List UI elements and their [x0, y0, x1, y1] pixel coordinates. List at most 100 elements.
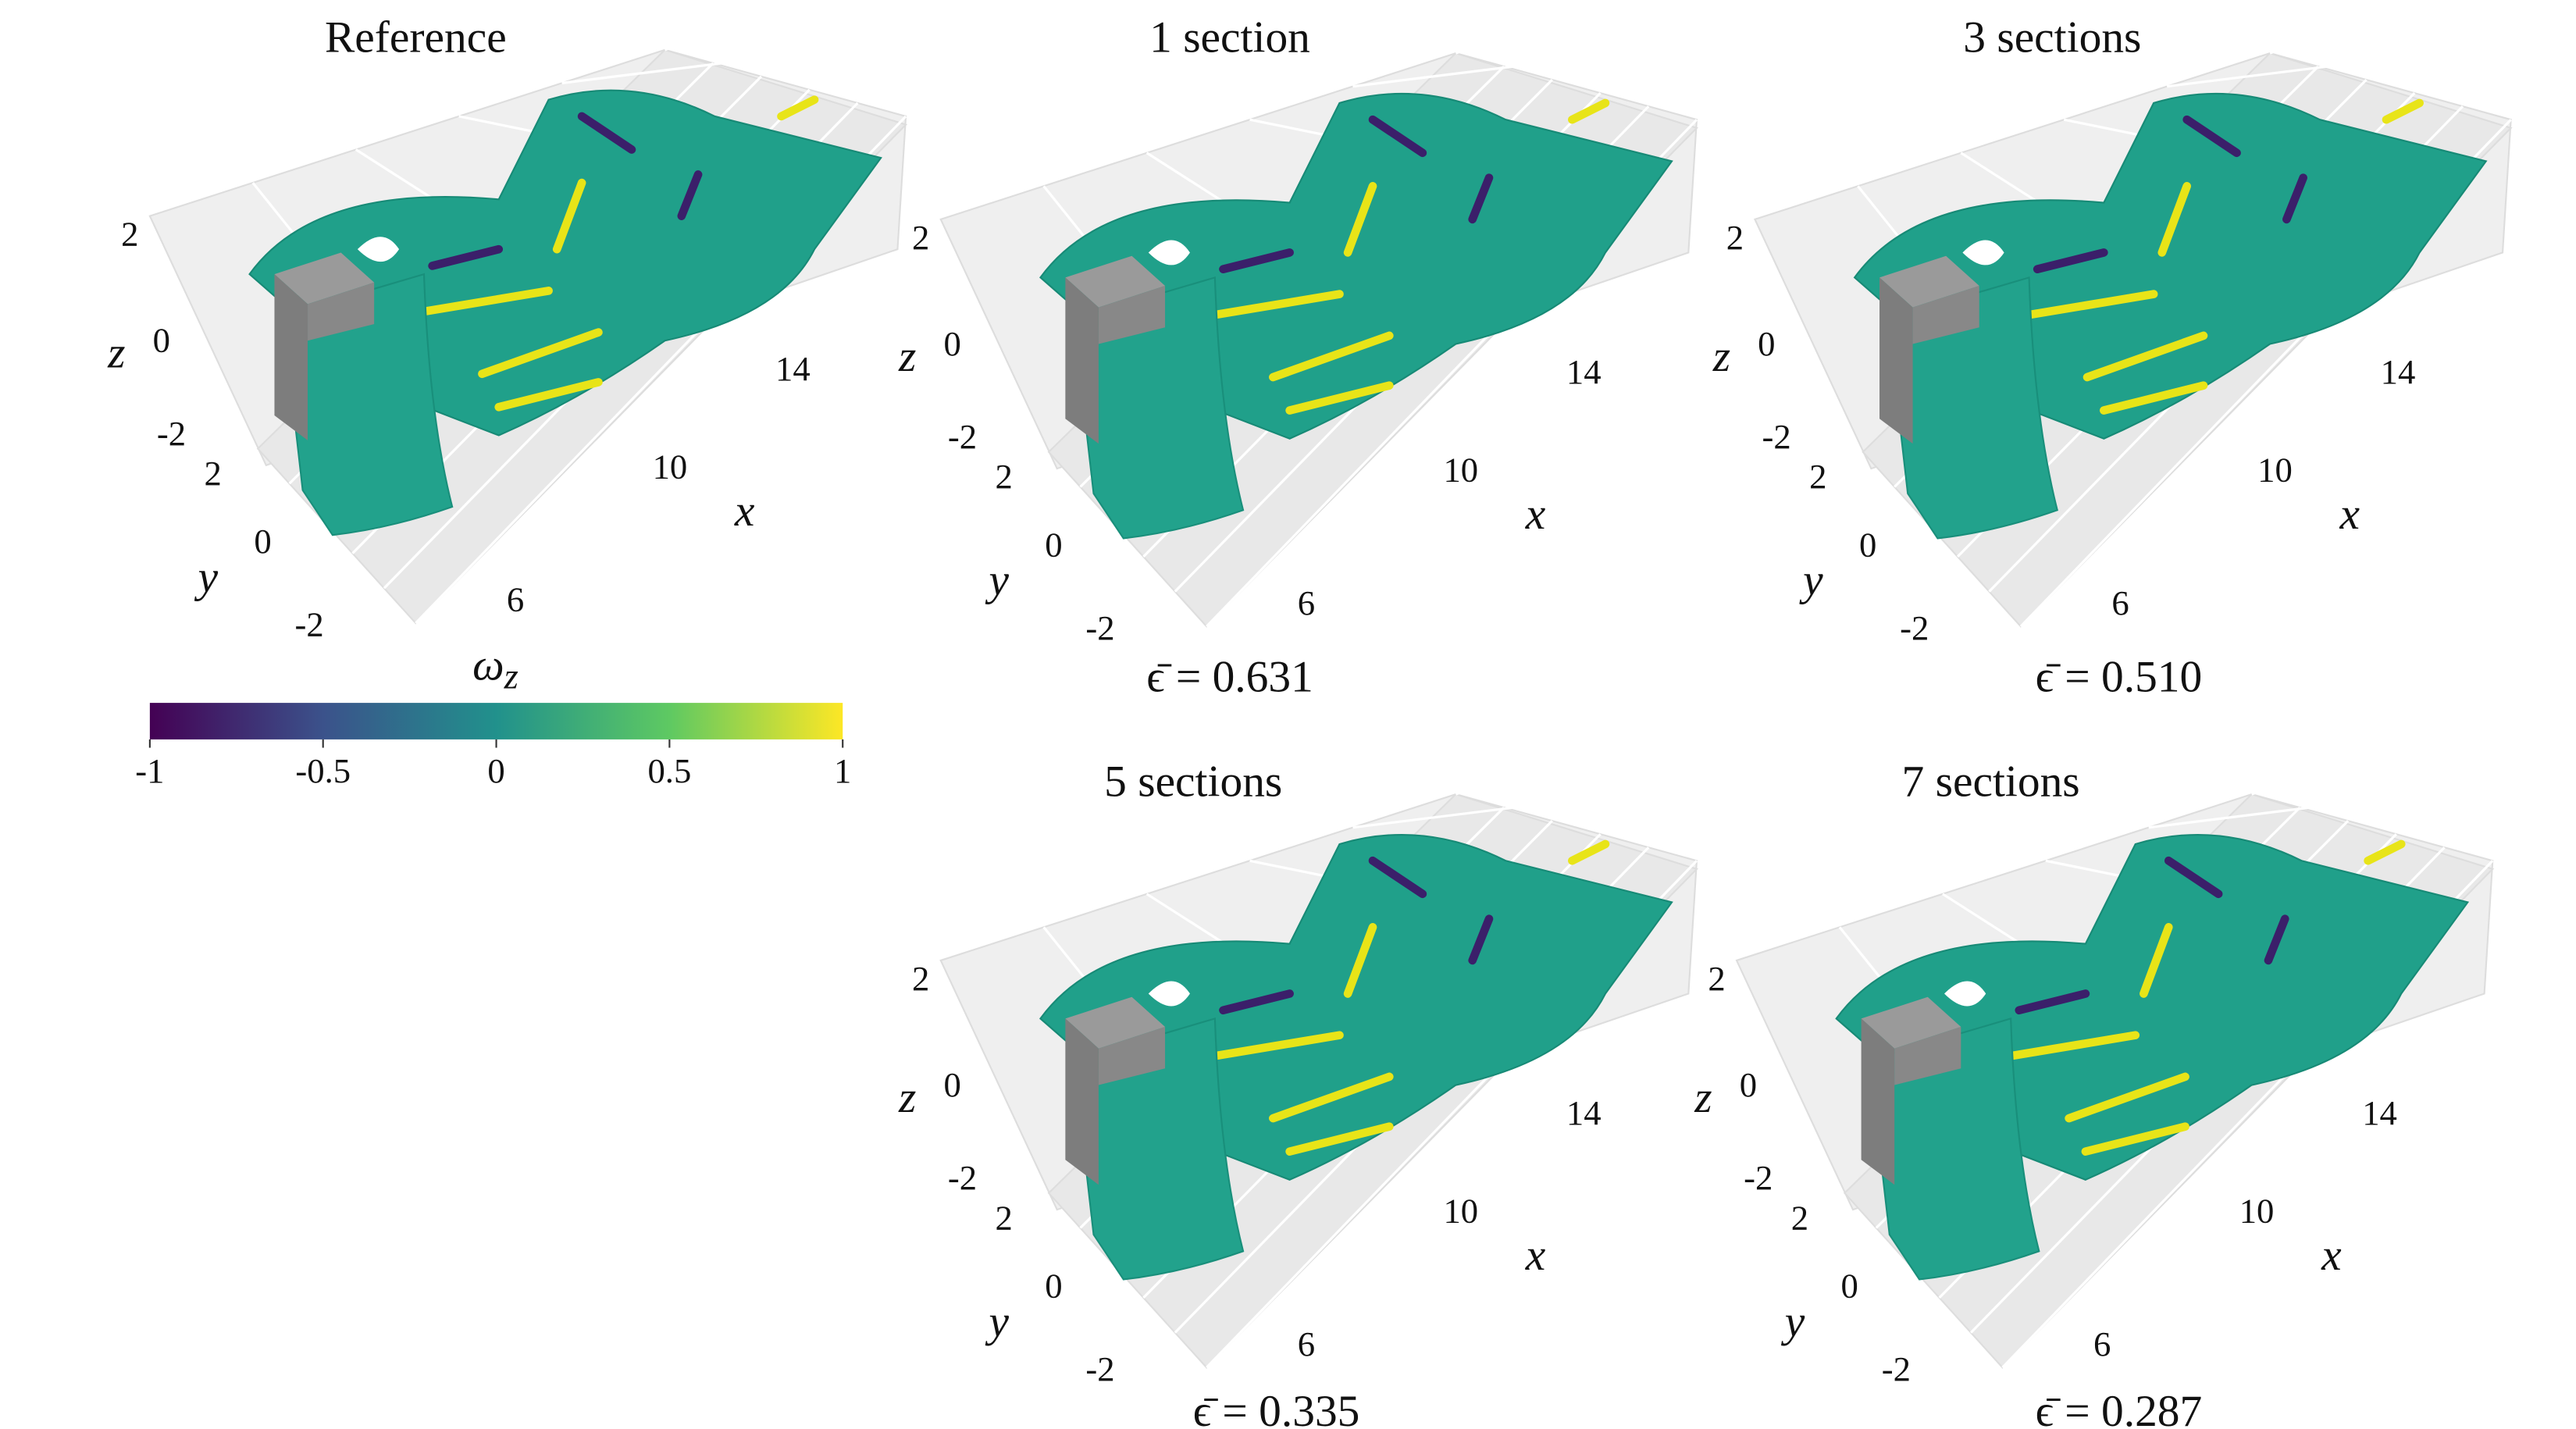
vortex-streak: [2015, 989, 2090, 1015]
vortex-streak: [2182, 115, 2241, 158]
z-axis-label: z: [898, 1073, 916, 1122]
vortex-streak: [2382, 98, 2424, 124]
vortex-streak: [478, 328, 603, 379]
x-axis-label: x: [2339, 490, 2360, 539]
y-tick-label: 2: [995, 457, 1012, 496]
error-label: ϵ̄ = 0.631: [1146, 653, 1313, 702]
y-tick-label: -2: [1900, 608, 1929, 647]
wall-grid: [664, 0, 800, 52]
vortex-streak: [1368, 115, 1427, 158]
obstacle-side: [1098, 286, 1166, 344]
z-axis-label: z: [1712, 332, 1730, 381]
vortex-streak: [1269, 1072, 1394, 1123]
panel-title: 3 sections: [1963, 12, 2141, 62]
z-tick-label: 0: [943, 324, 960, 363]
vortex-streak: [1219, 989, 1294, 1015]
panel-title: 7 sections: [1902, 757, 2080, 807]
error-label: ϵ̄ = 0.335: [1193, 1387, 1360, 1429]
wall-grid: [2148, 800, 2364, 829]
panel-title: 5 sections: [1104, 757, 1282, 807]
x-tick-label: 14: [1566, 352, 1602, 391]
y-tick-label: 2: [1791, 1198, 1808, 1237]
z-tick-label: 2: [912, 218, 929, 257]
cylinder-sheet: [1072, 276, 1245, 540]
vortex-streak: [2033, 248, 2108, 274]
y-tick-label: -2: [295, 605, 324, 644]
vortex-streak: [2157, 182, 2192, 257]
vortex-streak: [494, 378, 603, 412]
wall-grid: [2251, 701, 2493, 796]
obstacle-side: [308, 282, 375, 341]
colorbar-symbol: ω: [472, 641, 504, 690]
y-tick-label: -2: [1085, 1349, 1114, 1388]
z-tick-label: 0: [1740, 1065, 1757, 1104]
x-tick-label: 10: [653, 447, 688, 486]
y-axis-label: y: [1781, 1297, 1805, 1346]
colorbar: [149, 703, 843, 739]
y-tick-label: 2: [1809, 457, 1826, 496]
colorbar-tick-label: -0.5: [295, 751, 351, 790]
vortex-streak: [1285, 1122, 1394, 1156]
y-axis-label: y: [985, 556, 1009, 605]
vortex-streak: [2164, 856, 2223, 899]
x-tick-label: 10: [2239, 1192, 2275, 1231]
y-tick-label: 0: [1045, 525, 1062, 564]
z-tick-label: 2: [1726, 218, 1744, 257]
x-tick-label: 6: [1298, 583, 1315, 622]
y-tick-label: 0: [1045, 1267, 1062, 1306]
vortex-streak: [777, 95, 819, 121]
y-tick-label: 2: [995, 1198, 1012, 1237]
obstacle-top: [1065, 255, 1166, 308]
vortex-streak: [1343, 923, 1377, 998]
z-tick-label: 0: [943, 1065, 960, 1104]
vortex-streak: [1368, 856, 1427, 899]
cylinder-sheet: [281, 273, 454, 536]
hole: [1148, 240, 1190, 265]
z-axis-label: z: [1694, 1073, 1712, 1122]
obstacle-front: [1065, 1018, 1099, 1185]
hole: [1944, 981, 1986, 1007]
wall-grid: [1352, 59, 1568, 88]
y-tick-label: 2: [205, 454, 222, 493]
wall-grid: [1352, 800, 1568, 829]
x-tick-label: 6: [1298, 1324, 1315, 1363]
z-tick-label: 2: [121, 215, 138, 254]
wall-grid: [1455, 701, 1698, 796]
obstacle-top: [1065, 996, 1166, 1049]
colorbar-tick-label: 0: [487, 751, 504, 790]
z-tick-label: 0: [153, 321, 170, 360]
obstacle-front: [1879, 277, 1913, 444]
obstacle-side: [1098, 1027, 1166, 1085]
vortex-streak: [2264, 914, 2289, 965]
colorbar-tick-label: 1: [834, 751, 851, 790]
colorbar-tick-label: -1: [135, 751, 164, 790]
panel-title: 1 section: [1149, 12, 1310, 62]
vortex-streak: [2364, 839, 2406, 865]
vortex-streak: [1343, 182, 1377, 257]
x-axis-label: x: [1525, 1231, 1546, 1280]
vortex-streak: [2065, 1072, 2189, 1123]
x-tick-label: 6: [2093, 1324, 2111, 1363]
z-axis-label: z: [898, 332, 916, 381]
colorbar-title: ωz: [472, 641, 518, 697]
x-tick-label: 6: [2111, 583, 2129, 622]
vortex-streak: [1269, 331, 1394, 382]
x-axis-label: x: [2321, 1231, 2342, 1280]
y-tick-label: -2: [1882, 1349, 1911, 1388]
vortex-streak: [1568, 839, 1610, 865]
y-tick-label: 0: [254, 522, 271, 561]
obstacle-top: [1861, 996, 1961, 1049]
error-label: ϵ̄ = 0.510: [2036, 653, 2203, 702]
x-axis-label: x: [734, 486, 755, 536]
z-tick-label: -2: [948, 417, 977, 456]
panel-title: Reference: [325, 12, 507, 62]
z-tick-label: -2: [1744, 1158, 1773, 1197]
obstacle-front: [1861, 1018, 1895, 1185]
x-tick-label: 10: [2257, 451, 2293, 490]
x-tick-label: 10: [1443, 1192, 1478, 1231]
vortex-streak: [1568, 98, 1610, 124]
